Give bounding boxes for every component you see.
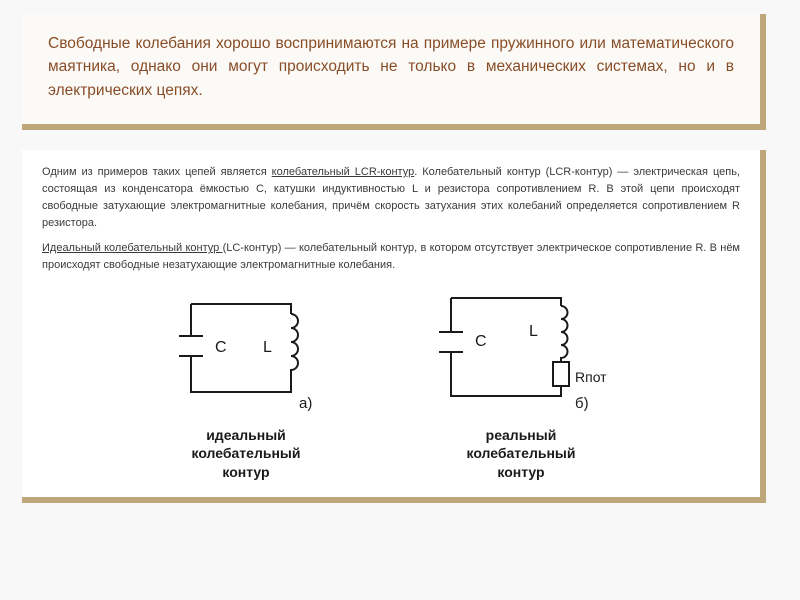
c-label-r: C	[475, 333, 487, 350]
diagrams-row: C L а) идеальный колебательный контур	[42, 284, 740, 481]
sub-a: а)	[299, 395, 312, 412]
p1-lead: Одним из примеров таких цепей является	[42, 166, 272, 178]
intro-text: Свободные колебания хорошо воспринимаютс…	[48, 32, 734, 102]
intro-box: Свободные колебания хорошо воспринимаютс…	[22, 14, 766, 130]
cap-r2: колебательный	[467, 445, 576, 461]
content-box: Одним из примеров таких цепей является к…	[22, 150, 766, 503]
paragraph-2: Идеальный колебательный контур (LC-конту…	[42, 240, 740, 274]
cap-l1: идеальный	[206, 427, 286, 443]
cap-l2: колебательный	[192, 445, 301, 461]
c-label: C	[215, 339, 227, 356]
caption-ideal: идеальный колебательный контур	[161, 426, 331, 481]
caption-real: реальный колебательный контур	[421, 426, 621, 481]
cap-r3: контур	[497, 464, 544, 480]
l-label: L	[263, 339, 272, 356]
diagram-real: C L Rпот б) реальный колебательный конту…	[421, 284, 621, 481]
cap-l3: контур	[222, 464, 269, 480]
paragraph-1: Одним из примеров таких цепей является к…	[42, 164, 740, 232]
diagram-ideal: C L а) идеальный колебательный контур	[161, 284, 331, 481]
circuit-real-svg: C L Rпот б)	[421, 284, 621, 424]
r-label: Rпот	[575, 369, 607, 385]
sub-b: б)	[575, 395, 589, 412]
l-label-r: L	[529, 323, 538, 340]
p1-underline: колебательный LCR-контур	[272, 166, 415, 178]
circuit-ideal-svg: C L а)	[161, 284, 331, 424]
cap-r1: реальный	[486, 427, 557, 443]
p2-underline: Идеальный колебательный контур	[42, 242, 223, 254]
